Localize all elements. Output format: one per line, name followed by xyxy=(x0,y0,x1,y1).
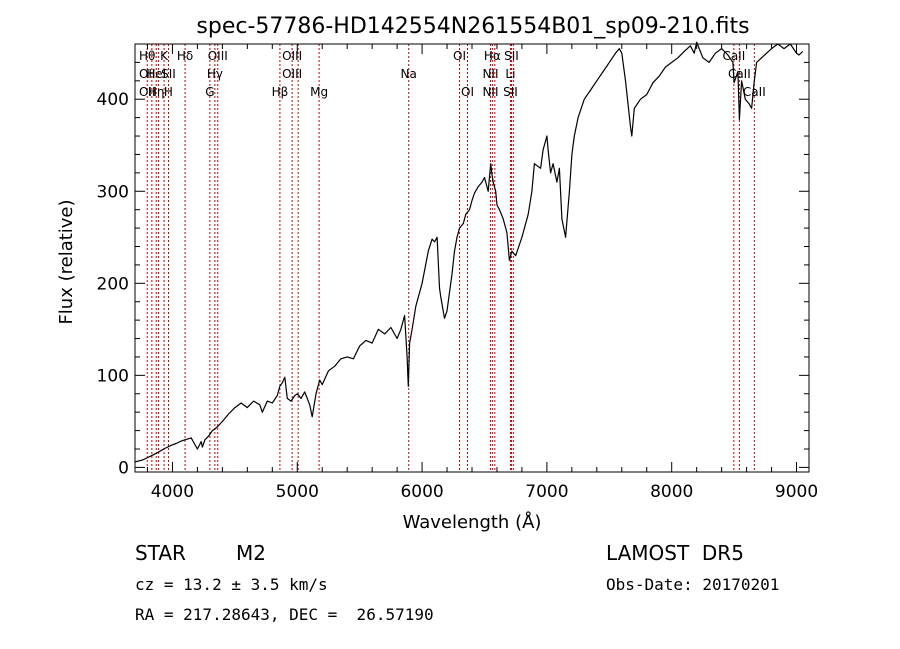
line-label: SII xyxy=(161,67,176,81)
line-label: K xyxy=(160,49,169,63)
x-tick-label: 8000 xyxy=(650,482,693,502)
line-label: Hη xyxy=(148,85,165,99)
coordinates: RA = 217.28643, DEC = 26.57190 xyxy=(135,605,434,624)
x-tick-label: 6000 xyxy=(400,482,443,502)
line-label: OIII xyxy=(282,49,302,63)
line-label: SII xyxy=(504,49,519,63)
observation-date: Obs-Date: 20170201 xyxy=(606,575,780,594)
line-label: Hθ xyxy=(139,49,155,63)
y-axis-label: Flux (relative) xyxy=(56,199,77,324)
chart-title: spec-57786-HD142554N261554B01_sp09-210.f… xyxy=(196,14,749,39)
object-subclass: M2 xyxy=(236,541,266,565)
x-tick-label: 4000 xyxy=(151,482,194,502)
spectral-line-labels: HθOIIOIIHeIHηKSIIHHδGHγOIIIHβOIIIOIIIMgN… xyxy=(139,49,766,99)
y-tick-label: 400 xyxy=(97,90,129,110)
line-label: Hβ xyxy=(272,85,289,99)
object-class: STAR xyxy=(135,541,186,565)
line-label: OI xyxy=(461,85,474,99)
line-label: OII xyxy=(139,85,156,99)
line-label: Hδ xyxy=(177,49,193,63)
line-label: OIII xyxy=(282,67,302,81)
line-label: NII xyxy=(482,85,498,99)
y-axis: 0 100 200 300 400 xyxy=(97,61,809,478)
x-tick-label: 9000 xyxy=(775,482,818,502)
x-tick-label: 5000 xyxy=(276,482,319,502)
spectrum-line xyxy=(134,41,804,463)
line-label: NII xyxy=(482,67,498,81)
line-label: OIII xyxy=(208,49,228,63)
x-axis: 4000 5000 6000 7000 8000 9000 xyxy=(146,44,818,502)
spectral-line-markers xyxy=(146,44,755,472)
line-label: Hα xyxy=(484,49,501,63)
line-label: Hγ xyxy=(207,67,223,81)
plot-frame xyxy=(134,43,810,473)
y-tick-label: 0 xyxy=(118,458,129,478)
survey-name: LAMOST DR5 xyxy=(606,541,744,565)
y-tick-label: 300 xyxy=(97,182,129,202)
line-label: CaII xyxy=(728,67,751,81)
line-label: HeI xyxy=(146,67,166,81)
line-label: G xyxy=(205,85,214,99)
line-label: H xyxy=(164,85,173,99)
line-label: Li xyxy=(505,67,515,81)
line-label: CaII xyxy=(722,49,745,63)
x-axis-label: Wavelength (Å) xyxy=(403,511,542,533)
line-label: OII xyxy=(139,67,156,81)
line-label: CaII xyxy=(743,85,766,99)
line-label: SII xyxy=(503,85,518,99)
line-label: Mg xyxy=(310,85,328,99)
line-label: OI xyxy=(453,49,466,63)
redshift-cz: cz = 13.2 ± 3.5 km/s xyxy=(135,575,328,594)
y-tick-label: 100 xyxy=(97,366,129,386)
x-tick-label: 7000 xyxy=(525,482,568,502)
line-label: Na xyxy=(401,67,417,81)
y-tick-label: 200 xyxy=(97,274,129,294)
